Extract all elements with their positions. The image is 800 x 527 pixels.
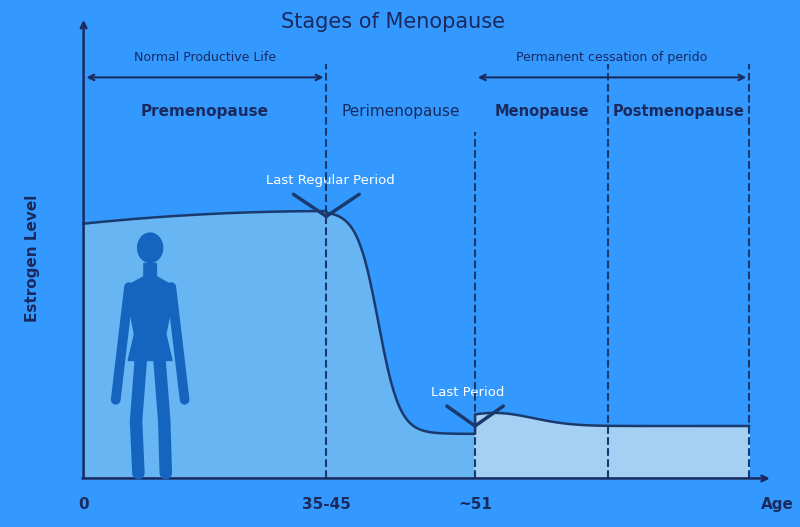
Text: Permanent cessation of perido: Permanent cessation of perido	[517, 51, 708, 64]
Text: Last Period: Last Period	[430, 386, 504, 399]
Polygon shape	[125, 264, 175, 360]
Polygon shape	[475, 413, 749, 479]
Text: Perimenopause: Perimenopause	[342, 104, 460, 119]
Text: Premenopause: Premenopause	[141, 104, 269, 119]
Text: Last Regular Period: Last Regular Period	[266, 174, 394, 188]
Text: Menopause: Menopause	[494, 104, 589, 119]
Text: Age: Age	[761, 497, 794, 512]
Text: Normal Productive Life: Normal Productive Life	[134, 51, 276, 64]
Text: 0: 0	[78, 497, 89, 512]
Text: Estrogen Level: Estrogen Level	[26, 194, 40, 322]
Ellipse shape	[138, 233, 162, 262]
Text: ~51: ~51	[458, 497, 492, 512]
Text: 35-45: 35-45	[302, 497, 350, 512]
Text: Stages of Menopause: Stages of Menopause	[281, 12, 505, 32]
Polygon shape	[83, 211, 749, 479]
Text: Postmenopause: Postmenopause	[613, 104, 745, 119]
